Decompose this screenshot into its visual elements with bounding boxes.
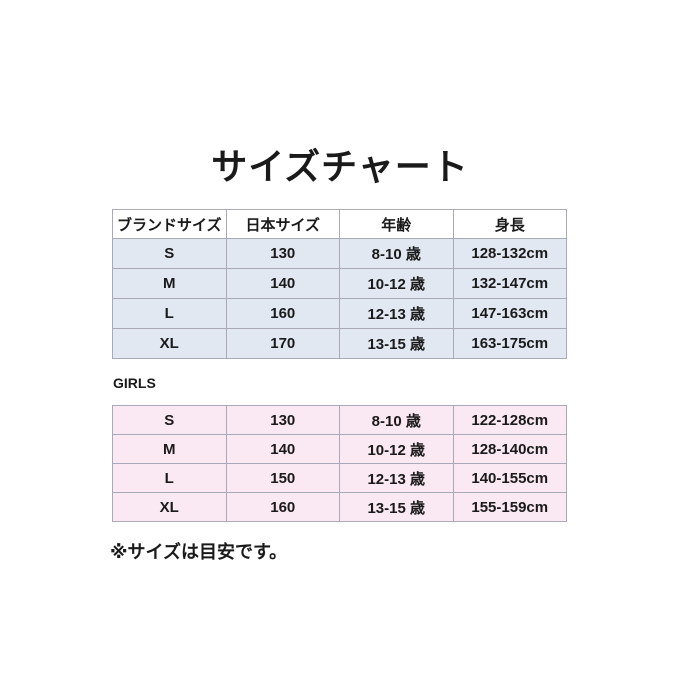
table-row: L 160 12-13 歳 147-163cm xyxy=(112,298,567,329)
table-cell: M xyxy=(112,268,227,299)
table-cell: 128-132cm xyxy=(452,238,567,269)
size-note: ※サイズは目安です。 xyxy=(110,542,288,562)
table-cell: 128-140cm xyxy=(452,434,567,464)
girls-label: GIRLS xyxy=(113,375,156,391)
table-row: S 130 8-10 歳 128-132cm xyxy=(112,238,567,269)
table-cell: 147-163cm xyxy=(452,298,567,329)
table-cell: 140-155cm xyxy=(452,463,567,493)
table-cell: 12-13 歳 xyxy=(339,463,454,493)
table-row: XL 160 13-15 歳 155-159cm xyxy=(112,492,567,522)
header-cell: 日本サイズ xyxy=(225,209,340,239)
table-cell: 140 xyxy=(225,268,340,299)
table-row: L 150 12-13 歳 140-155cm xyxy=(112,463,567,493)
table-cell: 13-15 歳 xyxy=(339,492,454,522)
table-cell: XL xyxy=(112,328,227,359)
table-cell: 10-12 歳 xyxy=(339,434,454,464)
header-cell: 年齢 xyxy=(339,209,454,239)
table-header-row: ブランドサイズ 日本サイズ 年齢 身長 xyxy=(112,209,567,239)
table-row: S 130 8-10 歳 122-128cm xyxy=(112,405,567,435)
page-title: サイズチャート xyxy=(211,146,469,187)
table-cell: S xyxy=(112,238,227,269)
table-cell: 8-10 歳 xyxy=(339,405,454,435)
table-cell: 8-10 歳 xyxy=(339,238,454,269)
table-cell: 13-15 歳 xyxy=(339,328,454,359)
header-cell: ブランドサイズ xyxy=(112,209,227,239)
table-cell: 150 xyxy=(225,463,340,493)
table-cell: 160 xyxy=(225,492,340,522)
table-cell: 132-147cm xyxy=(452,268,567,299)
table-cell: 160 xyxy=(225,298,340,329)
table-cell: 163-175cm xyxy=(452,328,567,359)
table-row: XL 170 13-15 歳 163-175cm xyxy=(112,328,567,359)
table-cell: 170 xyxy=(225,328,340,359)
header-cell: 身長 xyxy=(452,209,567,239)
table-cell: L xyxy=(112,298,227,329)
table-cell: 130 xyxy=(225,405,340,435)
table-row: M 140 10-12 歳 132-147cm xyxy=(112,268,567,299)
table-cell: L xyxy=(112,463,227,493)
table-cell: XL xyxy=(112,492,227,522)
table-cell: S xyxy=(112,405,227,435)
table-cell: 140 xyxy=(225,434,340,464)
table-cell: 10-12 歳 xyxy=(339,268,454,299)
size-table-girls: S 130 8-10 歳 122-128cm M 140 10-12 歳 128… xyxy=(112,405,567,522)
size-table-main: ブランドサイズ 日本サイズ 年齢 身長 S 130 8-10 歳 128-132… xyxy=(112,209,567,359)
table-row: M 140 10-12 歳 128-140cm xyxy=(112,434,567,464)
table-cell: M xyxy=(112,434,227,464)
table-cell: 122-128cm xyxy=(452,405,567,435)
table-cell: 12-13 歳 xyxy=(339,298,454,329)
table-cell: 155-159cm xyxy=(452,492,567,522)
table-cell: 130 xyxy=(225,238,340,269)
